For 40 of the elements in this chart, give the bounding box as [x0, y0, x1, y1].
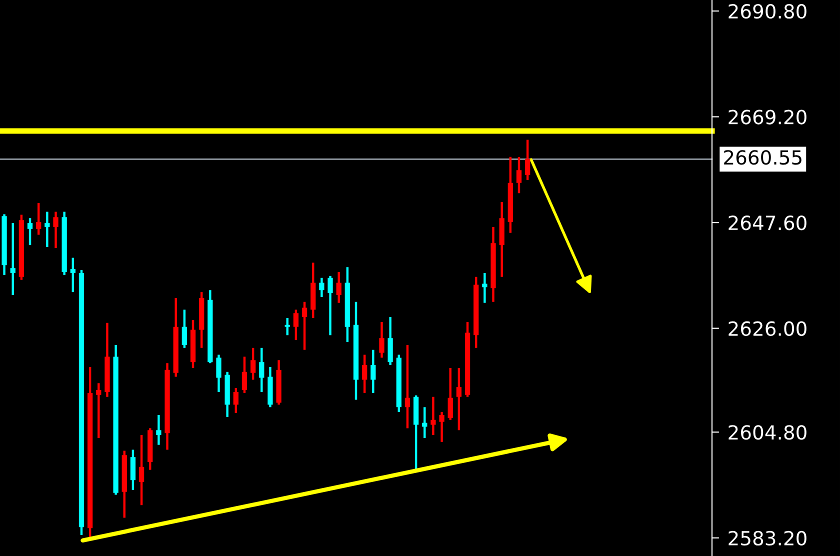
candlestick	[370, 348, 376, 394]
y-tick-label: 2626.00	[728, 321, 806, 336]
candlestick	[96, 382, 102, 440]
candlestick	[242, 356, 248, 394]
candlestick	[336, 270, 342, 304]
candlestick	[130, 448, 136, 492]
candlestick	[293, 308, 299, 342]
y-tick-label: 2669.20	[728, 110, 806, 124]
candlestick	[439, 410, 444, 444]
candlestick	[182, 308, 188, 350]
candlestick	[250, 346, 256, 381]
candlestick	[404, 344, 410, 430]
candlestick	[302, 300, 308, 351]
candlestick	[456, 366, 462, 432]
candlestick	[44, 210, 50, 248]
candlestick	[328, 274, 333, 336]
candlestick	[319, 276, 324, 298]
candlestick	[36, 202, 42, 236]
y-tick-label: 2690.80	[728, 4, 806, 19]
candlestick	[284, 316, 290, 336]
candlestick	[53, 210, 58, 250]
y-tick-label: 2647.60	[728, 216, 806, 230]
candlestick	[156, 414, 162, 446]
y-tick-label: 2583.20	[728, 530, 806, 546]
ref-line-label: 2660.55	[724, 150, 802, 165]
candlestick	[524, 138, 530, 182]
y-tick-label: 2604.80	[728, 425, 806, 440]
candlestick	[27, 217, 33, 246]
candlestick	[362, 354, 368, 394]
candlestick	[216, 354, 222, 394]
candlestick	[10, 222, 16, 296]
candlestick	[388, 316, 393, 366]
candlestick	[516, 156, 522, 194]
candlestick	[448, 366, 453, 421]
candlestick	[138, 434, 144, 506]
candlestick	[70, 256, 76, 294]
candlestick	[430, 396, 436, 436]
candlestick	[259, 346, 264, 394]
candlestick	[379, 320, 384, 359]
candlestick	[233, 386, 238, 414]
